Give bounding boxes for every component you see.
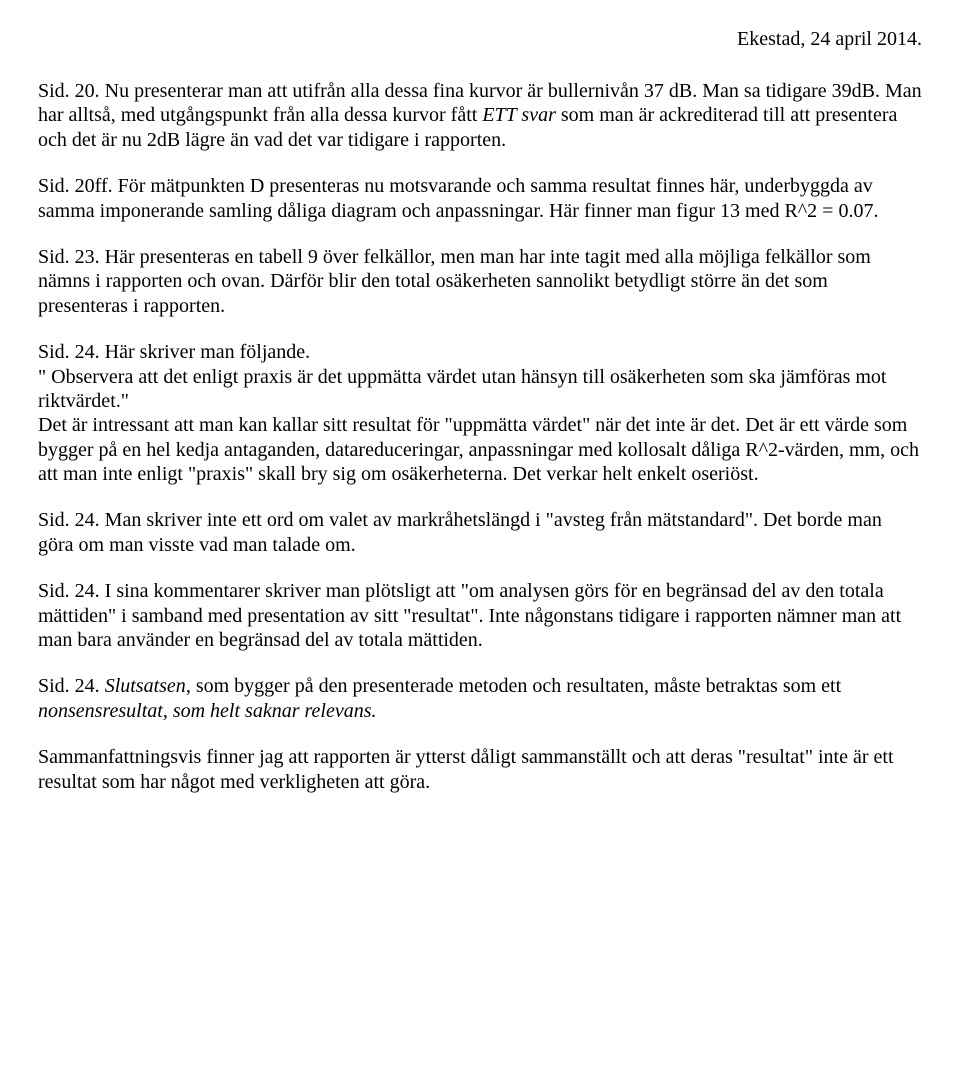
- paragraph-sid23: Sid. 23. Här presenteras en tabell 9 öve…: [38, 245, 922, 318]
- text-run-italic: Slutsatsen: [105, 675, 186, 697]
- paragraph-sid20ff: Sid. 20ff. För mätpunkten D presenteras …: [38, 174, 922, 223]
- text-run: Sid. 24.: [38, 675, 105, 697]
- paragraph-sid24c: Sid. 24. I sina kommentarer skriver man …: [38, 579, 922, 652]
- paragraph-sid24d: Sid. 24. Slutsatsen, som bygger på den p…: [38, 674, 922, 723]
- text-run-italic: nonsensresultat, som helt saknar relevan…: [38, 700, 377, 722]
- document-page: Ekestad, 24 april 2014. Sid. 20. Nu pres…: [0, 0, 960, 856]
- paragraph-sid24a: Sid. 24. Här skriver man följande. " Obs…: [38, 340, 922, 486]
- text-run-italic: ETT svar: [482, 104, 556, 126]
- paragraph-sid24b: Sid. 24. Man skriver inte ett ord om val…: [38, 508, 922, 557]
- paragraph-summary: Sammanfattningsvis finner jag att rappor…: [38, 745, 922, 794]
- text-run: , som bygger på den presenterade metoden…: [186, 675, 841, 697]
- paragraph-sid20: Sid. 20. Nu presenterar man att utifrån …: [38, 79, 922, 152]
- header-date: Ekestad, 24 april 2014.: [38, 28, 922, 51]
